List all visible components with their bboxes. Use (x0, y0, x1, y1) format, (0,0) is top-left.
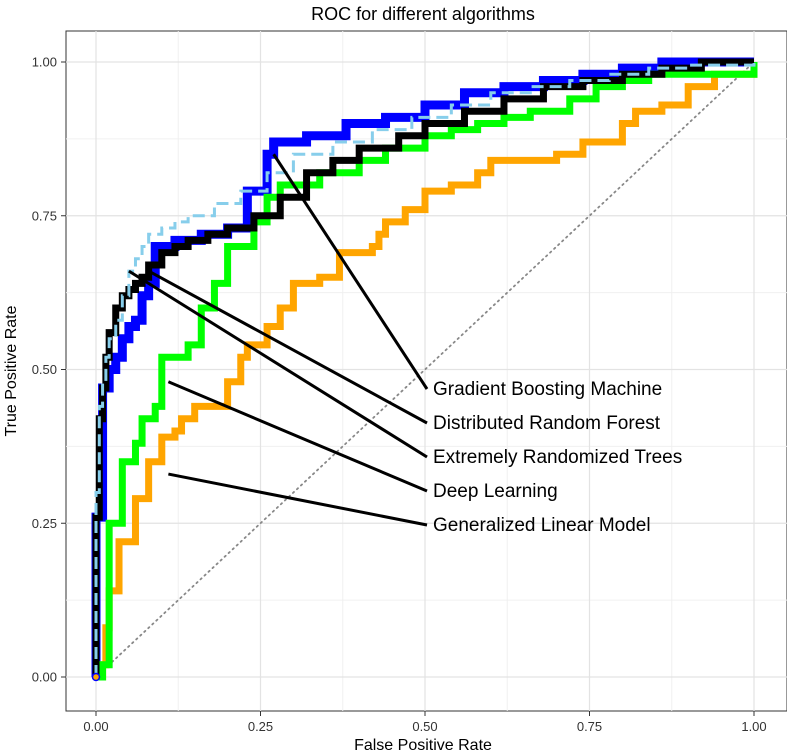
y-tick-label: 0.00 (32, 670, 57, 685)
y-axis-label: True Positive Rate (3, 305, 20, 436)
y-tick-label: 1.00 (32, 55, 57, 70)
y-tick-label: 0.75 (32, 208, 57, 223)
chart-title: ROC for different algorithms (311, 4, 535, 24)
annotation-line-extremely-randomized-trees (128, 269, 428, 459)
annotation-label-generalized-linear-model: Generalized Linear Model (433, 515, 651, 536)
x-tick-label: 0.75 (577, 719, 602, 734)
x-tick-label: 0.25 (248, 719, 273, 734)
series-line-extremely-randomized-trees (94, 62, 756, 677)
annotation-line-distributed-random-forest (147, 269, 428, 425)
origin-point (91, 672, 101, 682)
reference-diagonal (95, 61, 755, 678)
annotation-line-generalized-linear-model (168, 472, 428, 527)
x-tick-label: 0.50 (412, 719, 437, 734)
annotation-line-deep-learning (167, 380, 428, 493)
x-axis-label: False Positive Rate (354, 737, 492, 753)
annotations-group: Gradient Boosting Machine Distributed Ran… (128, 153, 682, 536)
series-line-deep-learning (96, 62, 758, 681)
y-tick-label: 0.50 (32, 362, 57, 377)
annotation-line-gradient-boosting-machine (272, 153, 429, 390)
y-tick-label: 0.25 (32, 516, 57, 531)
series-group (91, 57, 758, 682)
x-tick-label: 1.00 (741, 719, 766, 734)
annotation-label-deep-learning: Deep Learning (433, 481, 558, 502)
annotation-label-distributed-random-forest: Distributed Random Forest (433, 413, 661, 434)
x-tick-label: 0.00 (83, 719, 108, 734)
series-line-generalized-linear-model (96, 62, 758, 681)
annotation-label-gradient-boosting-machine: Gradient Boosting Machine (433, 379, 662, 400)
ticks-group: 0.00 0.25 0.50 0.75 1.00 0.00 0.25 0.50 0.75 1.00 (32, 55, 767, 735)
annotation-label-extremely-randomized-trees: Extremely Randomized Trees (433, 447, 682, 468)
